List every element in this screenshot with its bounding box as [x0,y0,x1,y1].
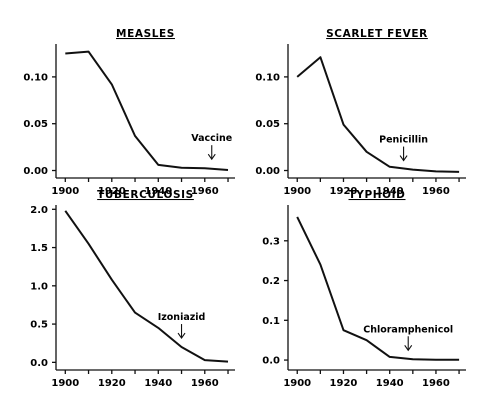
typhoid-y-tick-label: 0.2 [262,276,280,287]
tuberculosis-title: TUBERCULOSIS [97,189,194,201]
scarlet-fever-y-tick-label: 0.00 [255,166,280,177]
scarlet-fever-series-line [296,56,460,173]
tuberculosis-x-tick-label: 1960 [191,378,219,389]
tuberculosis-y-tick-label: 1.5 [30,243,48,254]
measles-panel: MEASLES 0.00 0.05 0.10 1900 1920 1940 1960 Vacci… [23,28,235,197]
measles-annotation-label: Vaccine [191,133,232,144]
measles-y-tick-label: 0.10 [23,72,48,83]
typhoid-x-tick-label: 1920 [330,378,358,389]
tuberculosis-series-line [64,210,229,363]
tuberculosis-x-tick-label: 1940 [144,378,172,389]
measles-y-tick-label: 0.00 [23,166,48,177]
scarlet-fever-annotation-arrowhead [399,155,408,162]
tuberculosis-x-tick-label: 1900 [51,378,79,389]
tuberculosis-annotation-arrowhead [177,332,186,340]
scarlet-fever-x-tick-label: 1920 [330,186,358,197]
typhoid-y-tick-label: 0.1 [262,316,280,327]
tuberculosis-y-tick-label: 1.0 [30,281,48,292]
typhoid-annotation-label: Chloramphenicol [363,324,453,335]
measles-y-tick-label: 0.05 [23,119,48,130]
typhoid-annotation-arrowhead [404,344,413,352]
measles-annotation-arrowhead [207,153,216,161]
typhoid-y-tick-label: 0.0 [262,356,280,367]
scarlet-fever-annotation-label: Penicillin [379,135,428,146]
measles-x-tick-label: 1920 [98,186,126,197]
tuberculosis-y-tick-label: 2.0 [30,205,48,216]
tuberculosis-x-tick-label: 1920 [98,378,126,389]
measles-series-line [65,50,229,171]
scarlet-fever-panel: SCARLET FEVER 0.00 0.05 0.10 1900 1920 1940 196… [255,28,466,197]
typhoid-y-tick-label: 0.3 [262,236,280,247]
typhoid-title: TYPHOID [349,189,406,201]
measles-title: MEASLES [116,28,175,40]
scarlet-fever-x-tick-label: 1900 [283,186,311,197]
typhoid-panel: TYPHOID 0.0 0.1 0.2 0.3 1900 1920 1940 1960 Chlor… [262,189,466,389]
tuberculosis-y-tick-label: 0.0 [30,358,48,369]
measles-x-tick-label: 1960 [191,186,219,197]
scarlet-fever-y-tick-label: 0.10 [255,72,280,83]
scarlet-fever-y-tick-label: 0.05 [255,119,280,130]
tuberculosis-y-tick-label: 0.5 [30,320,48,331]
scarlet-fever-x-tick-label: 1960 [422,186,450,197]
typhoid-x-tick-label: 1940 [376,378,404,389]
measles-x-tick-label: 1940 [144,186,172,197]
typhoid-x-tick-label: 1900 [283,378,311,389]
scarlet-fever-x-tick-label: 1940 [376,186,404,197]
tuberculosis-annotation-label: Izoniazid [158,312,206,323]
scarlet-fever-title: SCARLET FEVER [326,28,428,40]
typhoid-series-line [296,216,460,361]
typhoid-x-tick-label: 1960 [422,378,450,389]
measles-x-tick-label: 1900 [51,186,79,197]
